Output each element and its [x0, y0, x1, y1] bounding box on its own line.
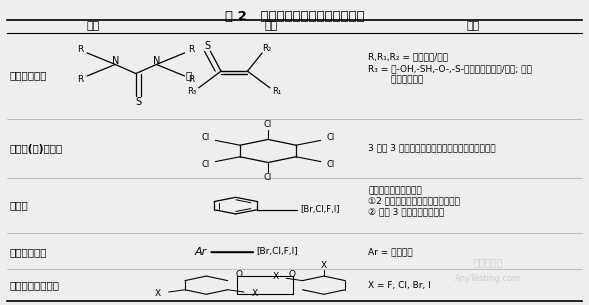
Text: R: R — [188, 74, 195, 84]
Text: Ar: Ar — [194, 247, 207, 257]
Text: 备注: 备注 — [466, 21, 479, 31]
Text: Cl: Cl — [264, 173, 272, 181]
Text: 卤代二苯并二噁烷: 卤代二苯并二噁烷 — [9, 280, 59, 290]
Text: X = F, Cl, Br, I: X = F, Cl, Br, I — [368, 281, 431, 290]
Text: N: N — [111, 56, 119, 66]
Text: Cl: Cl — [326, 160, 335, 169]
Text: R₁: R₁ — [272, 87, 282, 96]
Text: 硫甲酸酯除外: 硫甲酸酯除外 — [368, 75, 423, 84]
Text: Ar = 萘或蒽苯: Ar = 萘或蒽苯 — [368, 247, 413, 256]
Text: 硫酸基衍生物: 硫酸基衍生物 — [9, 70, 47, 80]
Text: R₃ = 除-OH,-SH,-O-,-S-之外的任何原子/基团; 氨基: R₃ = 除-OH,-SH,-O-,-S-之外的任何原子/基团; 氨基 — [368, 64, 532, 74]
Text: X: X — [272, 272, 279, 281]
Text: ①2 个取代卤素原子呈邻位或间位；: ①2 个取代卤素原子呈邻位或间位； — [368, 197, 460, 206]
Text: X: X — [155, 289, 161, 298]
Text: [Br,Cl,F,I]: [Br,Cl,F,I] — [300, 205, 339, 214]
Text: 嘉峪检测网: 嘉峪检测网 — [474, 257, 503, 267]
Text: S: S — [204, 41, 211, 51]
Text: R: R — [77, 45, 83, 54]
Text: 结构: 结构 — [265, 21, 278, 31]
Text: 或: 或 — [186, 70, 192, 80]
Text: [Br,Cl,F,I]: [Br,Cl,F,I] — [256, 247, 298, 256]
Text: R₃: R₃ — [187, 87, 196, 96]
Text: 表 2   非遗传毒性致癌物的警示结构: 表 2 非遗传毒性致癌物的警示结构 — [224, 10, 365, 23]
Text: O: O — [235, 270, 242, 279]
Text: Cl: Cl — [264, 120, 272, 129]
Text: 不包括以下两种情况：: 不包括以下两种情况： — [368, 186, 422, 195]
Text: X: X — [252, 289, 258, 298]
Text: 3 个或 3 个以上的卤素原子连结在同一个环烷烃上: 3 个或 3 个以上的卤素原子连结在同一个环烷烃上 — [368, 143, 496, 152]
Text: 名称: 名称 — [87, 21, 100, 31]
Text: Cl: Cl — [201, 133, 210, 142]
Text: R: R — [188, 45, 195, 54]
Text: Cl: Cl — [201, 160, 210, 169]
Text: 卤代多环芳烃: 卤代多环芳烃 — [9, 247, 47, 257]
Text: S: S — [135, 97, 141, 107]
Text: R: R — [77, 74, 83, 84]
Text: R₂: R₂ — [262, 44, 272, 53]
Text: R,R₁,R₂ = 任何原子/基团: R,R₁,R₂ = 任何原子/基团 — [368, 52, 448, 61]
Text: 多卤代(多)环烷烃: 多卤代(多)环烷烃 — [9, 145, 63, 154]
Text: X: X — [321, 261, 327, 270]
Text: AnyTesting.com: AnyTesting.com — [455, 274, 521, 283]
Text: N: N — [153, 56, 160, 66]
Text: Cl: Cl — [326, 133, 335, 142]
Text: O: O — [288, 270, 295, 279]
Text: ② 含有 3 个以上的烃基取代: ② 含有 3 个以上的烃基取代 — [368, 207, 445, 216]
Text: 卤代苯: 卤代苯 — [9, 201, 28, 211]
